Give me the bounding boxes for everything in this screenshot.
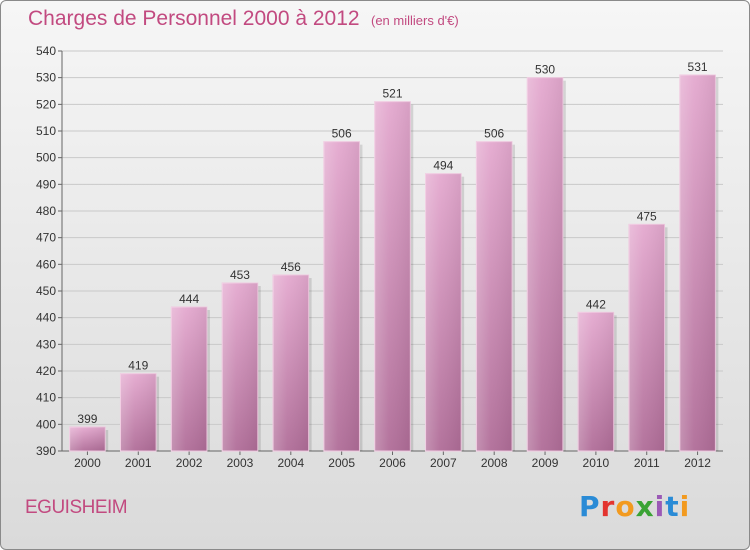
bar-highlight (171, 307, 207, 451)
proxiti-logo: Proxiti (579, 490, 690, 523)
chart-subtitle: (en milliers d'€) (371, 13, 459, 28)
value-label: 442 (586, 297, 606, 311)
value-label: 494 (433, 159, 453, 173)
x-tick-label: 2011 (634, 456, 660, 470)
value-label: 530 (535, 63, 555, 77)
y-tick-label: 400 (36, 417, 56, 431)
x-tick-label: 2006 (379, 456, 406, 470)
y-tick-label: 390 (36, 444, 56, 458)
chart-title: Charges de Personnel 2000 à 2012 (28, 7, 360, 30)
y-tick-label: 440 (36, 311, 56, 325)
value-labels: 399 419 444 453 456 506 521 494 506 530 442 475 531 (77, 60, 708, 426)
bar-highlight (69, 427, 106, 451)
logo-letter: r (600, 490, 616, 523)
bar-highlight (374, 101, 411, 452)
bar-highlight (578, 312, 614, 451)
value-label: 456 (281, 260, 301, 274)
value-label: 531 (688, 60, 708, 74)
value-label: 475 (637, 209, 657, 223)
y-tick-label: 460 (36, 257, 56, 271)
value-label: 444 (179, 292, 199, 306)
y-tick-label: 420 (36, 364, 56, 378)
bar-highlight (323, 141, 360, 451)
y-tick-label: 520 (36, 97, 56, 111)
y-tick-label: 470 (36, 231, 56, 245)
value-label: 521 (382, 87, 402, 101)
logo-letter: i (679, 490, 691, 523)
y-tick-label: 480 (36, 204, 56, 218)
y-tick-label: 430 (36, 337, 56, 351)
value-label: 399 (77, 412, 97, 426)
value-label: 453 (230, 268, 250, 282)
commune-name: EGUISHEIM (25, 497, 128, 518)
bar-highlight (222, 283, 258, 451)
x-tick-label: 2004 (277, 456, 304, 470)
axes: 390 400 410 420 430 440 450 460 470 480 490 500 510 5… (36, 44, 723, 470)
bar-highlight (628, 224, 665, 451)
x-tick-label: 2009 (532, 456, 559, 470)
bar-highlight (476, 141, 512, 451)
logo-letter: x (635, 490, 655, 523)
y-tick-label: 410 (36, 391, 56, 405)
logo-letter: o (615, 490, 636, 523)
bar-highlight (527, 77, 563, 452)
y-tick-label: 510 (36, 124, 56, 138)
y-tick-label: 500 (36, 151, 56, 165)
logo-letter: i (654, 490, 666, 523)
logo-letter: t (665, 490, 680, 523)
y-tick-label: 490 (36, 177, 56, 191)
y-tick-label: 540 (36, 44, 56, 58)
x-tick-label: 2008 (481, 456, 508, 470)
bar-highlight (679, 75, 716, 451)
value-label: 506 (484, 127, 504, 141)
bar-highlight (120, 373, 157, 451)
x-tick-label: 2012 (684, 456, 711, 470)
bar-highlight (425, 173, 462, 451)
value-label: 419 (128, 359, 148, 373)
x-tick-label: 2003 (227, 456, 254, 470)
logo-letter: P (579, 490, 601, 523)
value-label: 506 (332, 127, 352, 141)
bar-highlight (273, 275, 309, 451)
bars (69, 74, 719, 452)
x-tick-label: 2002 (176, 456, 203, 470)
x-tick-label: 2005 (328, 456, 355, 470)
y-tick-label: 530 (36, 71, 56, 85)
x-tick-label: 2001 (125, 456, 152, 470)
x-tick-label: 2007 (430, 456, 457, 470)
x-tick-label: 2010 (583, 456, 610, 470)
x-tick-label: 2000 (74, 456, 101, 470)
y-tick-label: 450 (36, 284, 56, 298)
